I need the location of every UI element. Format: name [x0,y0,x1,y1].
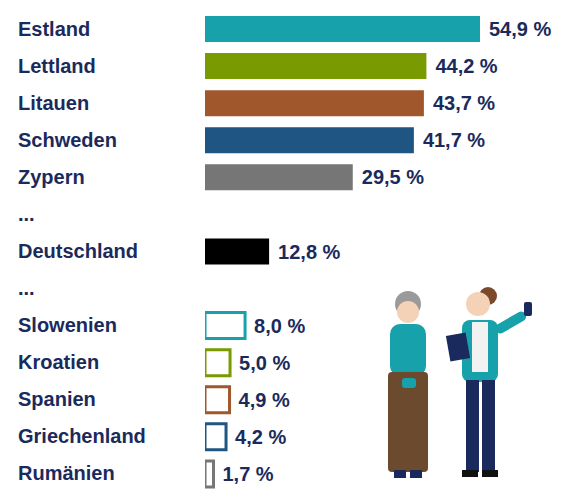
svg-text:4,9 %: 4,9 % [239,389,290,411]
svg-text:5,0 %: 5,0 % [239,352,290,374]
svg-text:Slowenien: Slowenien [18,314,117,336]
svg-text:Deutschland: Deutschland [18,240,138,262]
svg-text:Kroatien: Kroatien [18,351,99,373]
svg-text:43,7 %: 43,7 % [433,92,495,114]
svg-text:...: ... [18,277,35,299]
svg-text:41,7 %: 41,7 % [423,129,485,151]
svg-text:8,0 %: 8,0 % [254,315,305,337]
svg-text:Griechenland: Griechenland [18,425,146,447]
svg-text:54,9 %: 54,9 % [489,18,551,40]
svg-text:29,5 %: 29,5 % [362,166,424,188]
svg-text:Spanien: Spanien [18,388,96,410]
svg-text:Lettland: Lettland [18,55,96,77]
svg-text:...: ... [18,203,35,225]
svg-text:Estland: Estland [18,18,90,40]
svg-text:Zypern: Zypern [18,166,85,188]
svg-text:4,2 %: 4,2 % [235,426,286,448]
svg-text:44,2 %: 44,2 % [435,55,497,77]
svg-text:12,8 %: 12,8 % [278,241,340,263]
svg-text:Litauen: Litauen [18,92,89,114]
svg-text:Schweden: Schweden [18,129,117,151]
svg-text:Rumänien: Rumänien [18,462,115,484]
svg-text:1,7 %: 1,7 % [223,463,274,485]
